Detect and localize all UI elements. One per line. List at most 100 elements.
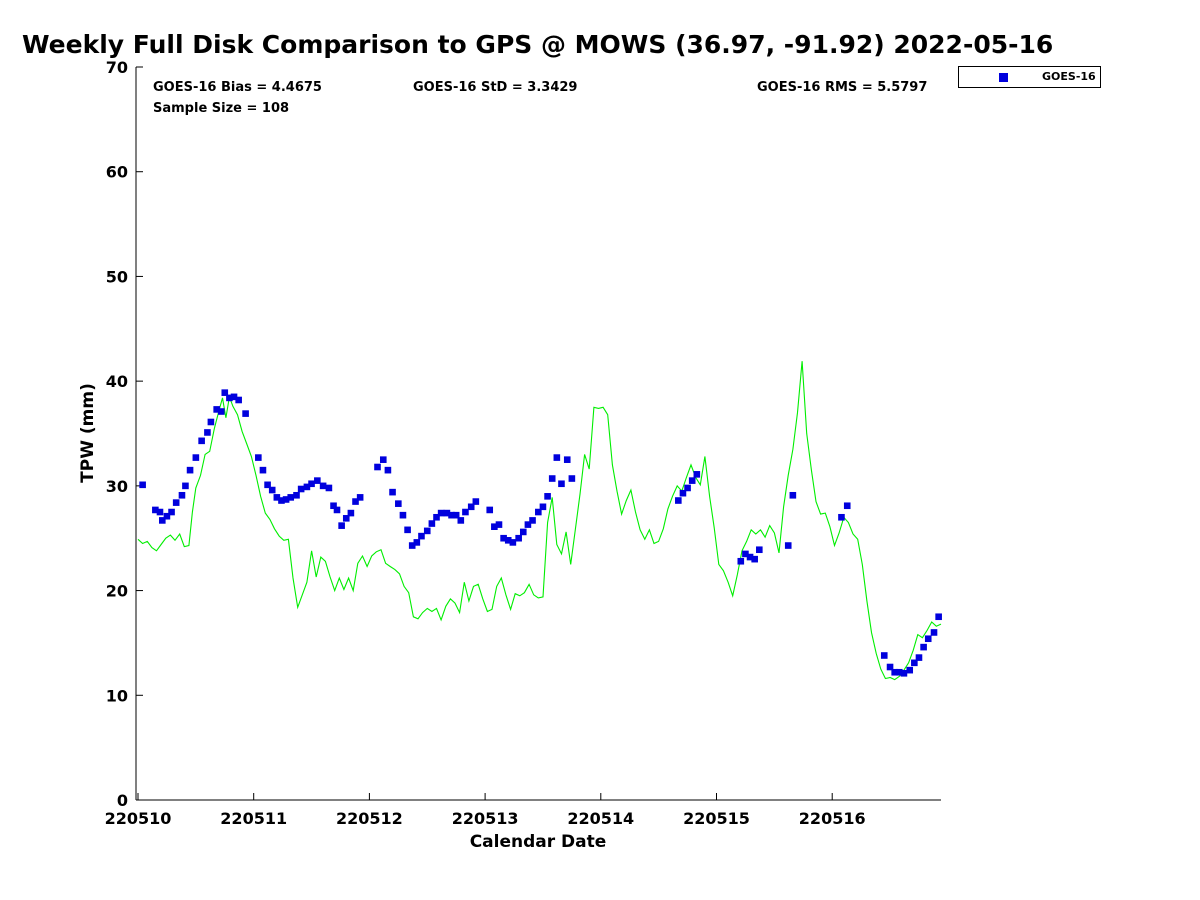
- goes16-data-point: [443, 509, 451, 517]
- goes16-data-point: [539, 503, 547, 511]
- goes16-data-point: [548, 475, 556, 482]
- goes16-data-point: [319, 482, 327, 490]
- goes16-data-point: [186, 466, 194, 474]
- goes16-data-point: [303, 483, 311, 491]
- std-stat: GOES-16 StD = 3.3429: [413, 80, 578, 95]
- x-tick-label: 220514: [567, 809, 634, 828]
- goes16-data-point: [448, 511, 455, 519]
- goes16-data-point: [472, 498, 480, 505]
- goes16-data-point: [293, 491, 300, 499]
- goes16-data-point: [182, 482, 189, 490]
- gps-series-line: [137, 361, 942, 681]
- goes16-data-point: [900, 669, 908, 677]
- y-tick-label: 50: [106, 267, 128, 286]
- goes16-data-point: [491, 523, 498, 530]
- goes16-data-point: [568, 475, 576, 482]
- goes16-data-point: [509, 539, 517, 546]
- goes16-data-point: [218, 408, 225, 415]
- goes16-data-point: [152, 506, 159, 514]
- goes16-data-point: [342, 515, 350, 522]
- goes16-data-point: [428, 520, 436, 527]
- goes16-data-point: [535, 508, 542, 516]
- goes16-data-point: [838, 513, 845, 521]
- goes16-data-point: [544, 493, 551, 500]
- goes16-data-point: [287, 494, 295, 501]
- goes16-data-point: [558, 480, 565, 488]
- y-tick-label: 60: [106, 163, 128, 182]
- x-tick-label: 220513: [452, 809, 519, 828]
- goes16-data-point: [746, 553, 754, 561]
- goes16-data-point: [462, 508, 469, 516]
- series-layer: [137, 361, 942, 681]
- goes16-data-point: [784, 542, 792, 549]
- goes16-data-point: [389, 488, 396, 496]
- goes16-data-point: [684, 484, 691, 492]
- goes16-data-point: [423, 527, 431, 535]
- chart-title: Weekly Full Disk Comparison to GPS @ MOW…: [22, 30, 1054, 59]
- goes16-data-point: [737, 557, 745, 565]
- goes16-data-point: [920, 643, 927, 651]
- goes16-data-point: [273, 494, 281, 501]
- goes16-data-point: [158, 517, 166, 524]
- goes16-data-point: [163, 512, 171, 520]
- goes16-data-point: [374, 463, 381, 471]
- goes16-data-point: [457, 517, 465, 524]
- goes16-data-point: [213, 406, 220, 413]
- goes16-data-point: [168, 508, 175, 516]
- goes16-data-point: [264, 481, 271, 489]
- goes16-data-point: [356, 494, 364, 501]
- goes16-data-point: [891, 668, 898, 676]
- x-axis-label: Calendar Date: [470, 832, 607, 852]
- y-axis-label: TPW (mm): [78, 383, 98, 483]
- goes16-data-point: [886, 663, 894, 671]
- goes16-data-point: [688, 477, 696, 484]
- goes16-data-point: [408, 542, 416, 549]
- goes16-data-point: [437, 509, 445, 517]
- bias-stat: GOES-16 Bias = 4.4675: [153, 80, 322, 95]
- goes16-data-point: [282, 496, 290, 503]
- goes16-data-point: [314, 477, 321, 484]
- goes16-data-point: [486, 506, 494, 514]
- goes16-data-point: [259, 466, 267, 474]
- goes16-data-point: [504, 537, 512, 544]
- goes16-data-point: [221, 389, 229, 396]
- goes16-data-point: [268, 486, 276, 494]
- goes16-data-point: [204, 429, 211, 436]
- y-tick-label: 10: [106, 686, 128, 705]
- x-tick-label: 220515: [683, 809, 750, 828]
- y-tick-label: 70: [106, 58, 128, 77]
- goes16-data-point: [433, 513, 440, 521]
- goes16-data-point: [178, 491, 186, 499]
- goes16-data-point: [843, 502, 851, 510]
- goes16-data-point: [679, 489, 687, 497]
- goes16-data-point: [384, 466, 392, 474]
- goes16-data-point: [297, 485, 305, 493]
- goes16-data-point: [156, 508, 164, 516]
- goes16-data-point: [330, 502, 337, 510]
- y-tick-label: 20: [106, 582, 128, 601]
- goes16-data-point: [911, 659, 918, 667]
- y-tick-label: 0: [117, 791, 128, 810]
- goes16-data-point: [413, 539, 421, 546]
- goes16-data-point: [198, 437, 205, 445]
- y-tick-label: 40: [106, 372, 128, 391]
- goes16-data-point: [675, 497, 682, 504]
- goes16-data-point: [230, 393, 238, 401]
- goes16-data-point: [553, 454, 561, 461]
- goes16-data-point: [751, 555, 758, 563]
- goes16-data-point: [529, 517, 536, 524]
- goes16-data-point: [519, 528, 527, 536]
- goes16-data-point: [563, 456, 571, 463]
- goes16-data-point: [308, 480, 315, 488]
- legend-marker-square-icon: [999, 73, 1008, 82]
- goes16-data-point: [242, 410, 249, 417]
- goes16-data-point: [756, 546, 763, 554]
- x-tick-label: 220511: [220, 809, 287, 828]
- goes16-data-point: [172, 499, 180, 506]
- y-tick-label: 30: [106, 477, 128, 496]
- goes16-data-point: [924, 635, 932, 643]
- goes16-data-point: [255, 454, 262, 461]
- goes16-data-point: [418, 532, 425, 540]
- goes16-data-point: [452, 511, 460, 519]
- ticks-layer: 0 10 20 30 40 50 60 70 220510 220511 220512 220513 2…: [105, 58, 866, 828]
